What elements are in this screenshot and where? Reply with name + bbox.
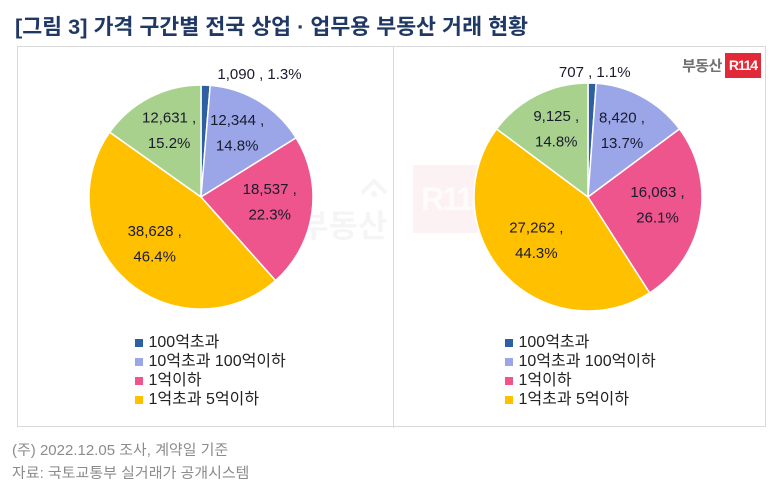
svg-text:12,344 ,: 12,344 , [210,112,264,129]
svg-text:46.4%: 46.4% [133,249,176,266]
svg-text:15.2%: 15.2% [148,135,191,152]
svg-text:9,125 ,: 9,125 , [533,108,579,125]
svg-text:22.3%: 22.3% [248,207,291,224]
svg-text:14.8%: 14.8% [216,138,259,155]
svg-text:1,090 , 1.3%: 1,090 , 1.3% [217,66,301,83]
svg-text:707 , 1.1%: 707 , 1.1% [559,64,631,81]
svg-text:14.8%: 14.8% [535,134,578,151]
svg-text:18,537 ,: 18,537 , [243,181,297,198]
svg-text:12,631 ,: 12,631 , [142,110,196,127]
svg-text:44.3%: 44.3% [515,245,558,262]
svg-text:16,063 ,: 16,063 , [630,184,684,201]
svg-text:26.1%: 26.1% [636,209,679,226]
svg-text:8,420 ,: 8,420 , [599,109,645,126]
svg-text:38,628 ,: 38,628 , [128,223,182,240]
svg-text:13.7%: 13.7% [601,135,644,152]
svg-text:27,262 ,: 27,262 , [509,220,563,237]
